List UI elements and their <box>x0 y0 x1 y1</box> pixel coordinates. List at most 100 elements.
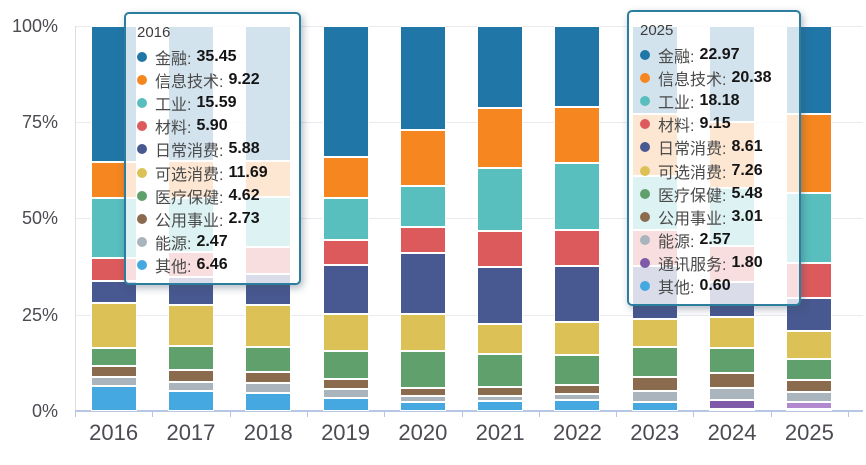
segment-医疗保健-2021[interactable] <box>477 353 524 388</box>
segment-其他-2020[interactable] <box>399 401 446 411</box>
segment-可选消费-2022[interactable] <box>554 321 601 356</box>
x-axis-tick <box>152 411 154 417</box>
segment-可选消费-2020[interactable] <box>399 313 446 352</box>
x-axis-tick <box>229 411 231 417</box>
segment-其他-2018[interactable] <box>245 393 292 411</box>
segment-能源-2025[interactable] <box>786 391 833 402</box>
x-axis-label-2020: 2020 <box>398 420 448 445</box>
segment-金融-2021[interactable] <box>477 25 524 109</box>
segment-材料-2020[interactable] <box>399 227 446 253</box>
series-dot-可选消费 <box>640 165 650 176</box>
segment-医疗保健-2017[interactable] <box>167 345 214 371</box>
tooltip-label: 其他: <box>658 280 695 298</box>
x-axis-tick <box>306 411 308 417</box>
segment-材料-2022[interactable] <box>554 229 601 266</box>
segment-能源-2019[interactable] <box>322 389 369 398</box>
segment-日常消费-2020[interactable] <box>399 252 446 314</box>
segment-工业-2020[interactable] <box>399 186 446 228</box>
segment-医疗保健-2025[interactable] <box>786 359 833 381</box>
segment-公用事业-2025[interactable] <box>786 380 833 392</box>
tooltip-label: 公用事业: <box>658 210 727 228</box>
segment-公用事业-2020[interactable] <box>399 387 446 397</box>
segment-信息技术-2022[interactable] <box>554 106 601 164</box>
segment-公用事业-2017[interactable] <box>167 370 214 382</box>
x-axis-label-2021: 2021 <box>475 420 525 445</box>
tooltip-value: 35.45 <box>196 47 237 65</box>
bar-2021[interactable] <box>477 25 524 411</box>
segment-医疗保健-2019[interactable] <box>322 351 369 380</box>
segment-工业-2019[interactable] <box>322 197 369 240</box>
segment-公用事业-2018[interactable] <box>245 371 292 384</box>
segment-可选消费-2017[interactable] <box>167 305 214 346</box>
segment-可选消费-2021[interactable] <box>477 323 524 354</box>
tooltip-label: 日常消费: <box>658 141 727 159</box>
segment-能源-2023[interactable] <box>631 390 678 403</box>
segment-信息技术-2019[interactable] <box>322 157 369 198</box>
segment-公用事业-2023[interactable] <box>631 377 678 391</box>
segment-其他-2023[interactable] <box>631 402 678 411</box>
x-axis-tick <box>616 411 618 417</box>
segment-信息技术-2021[interactable] <box>477 108 524 168</box>
segment-能源-2021[interactable] <box>477 395 524 401</box>
segment-信息技术-2020[interactable] <box>399 129 446 187</box>
segment-医疗保健-2016[interactable] <box>90 348 137 367</box>
y-axis-label-0pct: 0% <box>31 401 58 421</box>
segment-公用事业-2016[interactable] <box>90 366 137 377</box>
segment-材料-2021[interactable] <box>477 231 524 267</box>
tooltip-label: 其他: <box>155 259 192 277</box>
segment-金融-2022[interactable] <box>554 25 601 107</box>
series-dot-金融 <box>137 51 147 62</box>
segment-金融-2019[interactable] <box>322 25 369 158</box>
segment-其他-2022[interactable] <box>554 400 601 411</box>
tooltip-row-金融: 金融: 22.97 <box>640 43 789 66</box>
segment-公用事业-2021[interactable] <box>477 387 524 396</box>
tooltip-value: 5.48 <box>731 184 763 202</box>
segment-日常消费-2022[interactable] <box>554 265 601 322</box>
segment-材料-2019[interactable] <box>322 239 369 266</box>
segment-可选消费-2023[interactable] <box>631 318 678 348</box>
segment-能源-2020[interactable] <box>399 396 446 402</box>
tooltip-row-公用事业: 公用事业: 2.73 <box>137 207 289 230</box>
segment-医疗保健-2024[interactable] <box>709 348 756 374</box>
segment-可选消费-2019[interactable] <box>322 313 369 352</box>
tooltip-label: 工业: <box>155 96 192 114</box>
segment-通讯服务-2025[interactable] <box>786 401 833 409</box>
segment-其他-2024[interactable] <box>709 408 756 411</box>
segment-金融-2020[interactable] <box>399 25 446 130</box>
tooltip-value: 22.97 <box>699 45 740 63</box>
segment-能源-2016[interactable] <box>90 376 137 387</box>
tooltip-row-日常消费: 日常消费: 8.61 <box>640 136 789 159</box>
segment-工业-2022[interactable] <box>554 163 601 230</box>
segment-能源-2018[interactable] <box>245 383 292 394</box>
segment-医疗保健-2022[interactable] <box>554 355 601 386</box>
segment-可选消费-2018[interactable] <box>245 305 292 347</box>
segment-能源-2022[interactable] <box>554 393 601 401</box>
segment-通讯服务-2024[interactable] <box>709 399 756 409</box>
segment-日常消费-2016[interactable] <box>90 280 137 304</box>
tooltip-label: 金融: <box>155 50 192 68</box>
segment-医疗保健-2023[interactable] <box>631 347 678 378</box>
segment-其他-2019[interactable] <box>322 397 369 411</box>
segment-可选消费-2025[interactable] <box>786 331 833 360</box>
segment-日常消费-2021[interactable] <box>477 266 524 324</box>
segment-其他-2016[interactable] <box>90 386 137 411</box>
segment-能源-2024[interactable] <box>709 388 756 400</box>
segment-可选消费-2024[interactable] <box>709 316 756 349</box>
segment-工业-2021[interactable] <box>477 167 524 232</box>
segment-医疗保健-2020[interactable] <box>399 351 446 388</box>
segment-其他-2021[interactable] <box>477 400 524 411</box>
segment-可选消费-2016[interactable] <box>90 303 137 349</box>
tooltip-value: 3.01 <box>731 207 763 225</box>
series-dot-材料 <box>640 119 650 130</box>
bar-2020[interactable] <box>399 25 446 411</box>
segment-日常消费-2019[interactable] <box>322 265 369 314</box>
segment-能源-2017[interactable] <box>167 381 214 391</box>
segment-其他-2017[interactable] <box>167 390 214 411</box>
segment-其他-2025[interactable] <box>786 408 833 411</box>
segment-医疗保健-2018[interactable] <box>245 346 292 372</box>
segment-公用事业-2019[interactable] <box>322 379 369 390</box>
segment-公用事业-2024[interactable] <box>709 373 756 389</box>
bar-2019[interactable] <box>322 25 369 411</box>
segment-公用事业-2022[interactable] <box>554 385 601 394</box>
bar-2022[interactable] <box>554 25 601 411</box>
